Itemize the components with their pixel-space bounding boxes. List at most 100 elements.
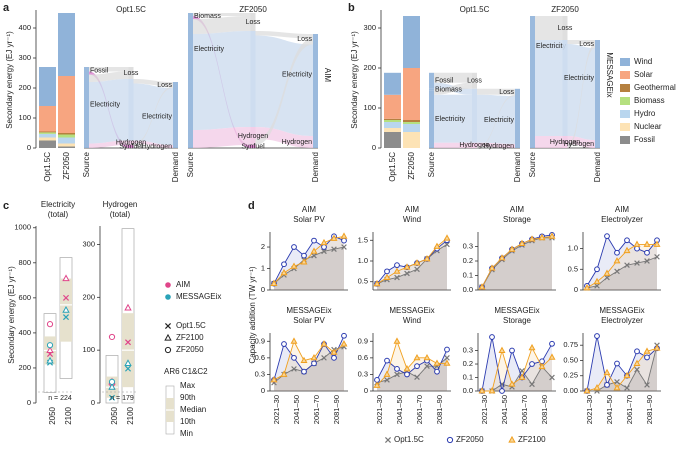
area <box>377 244 447 290</box>
x-tick-label: 2081–90 <box>332 395 341 424</box>
data-point <box>321 248 327 255</box>
y-tick-label: 0.50 <box>563 355 578 364</box>
data-point <box>518 373 526 380</box>
data-point <box>644 354 650 361</box>
line <box>482 346 553 392</box>
data-point <box>394 262 400 269</box>
y-tick-label: 0.3 <box>255 369 265 378</box>
bar-segment <box>403 124 420 132</box>
data-point <box>384 357 390 364</box>
data-point <box>270 279 278 286</box>
sankey-node <box>595 140 600 148</box>
y-tick-label: 0 <box>261 386 265 395</box>
sankey-node <box>313 136 318 148</box>
data-point <box>444 346 450 353</box>
sankey-link <box>255 35 313 136</box>
chart-title: Wind <box>403 316 421 325</box>
node-label: Loss <box>558 25 573 32</box>
sankey-node <box>188 13 193 19</box>
data-point <box>321 355 327 361</box>
bar-segment <box>58 13 75 76</box>
sankey-node <box>250 31 256 127</box>
sankey-node <box>173 82 178 88</box>
data-point <box>509 347 515 354</box>
sankey-node <box>472 88 477 143</box>
data-point <box>548 353 556 360</box>
y-tick-label: 0.3 <box>358 369 368 378</box>
chart-title: Electrolyzer <box>601 316 643 325</box>
data-point <box>443 359 451 366</box>
data-point <box>653 240 661 247</box>
data-point <box>62 314 70 321</box>
data-point <box>508 245 516 252</box>
data-point <box>613 257 621 264</box>
data-point <box>290 337 298 344</box>
data-point <box>124 303 132 311</box>
data-point <box>489 334 495 340</box>
bar-segment <box>384 118 401 120</box>
sankey-node <box>429 88 434 91</box>
legend-label: Opt1.5C <box>176 321 206 330</box>
data-point <box>330 348 338 355</box>
sankey-link <box>434 82 472 91</box>
data-point <box>603 269 611 276</box>
data-point <box>653 344 661 351</box>
area <box>587 244 657 290</box>
node-label: Electricity <box>435 116 465 123</box>
data-point <box>321 244 327 250</box>
legend-label: AIM <box>176 280 191 289</box>
data-point <box>108 378 116 385</box>
model-title: AIM <box>615 205 630 214</box>
data-point <box>414 363 420 370</box>
area <box>482 234 552 290</box>
data-point <box>528 235 536 242</box>
data-point <box>310 247 318 254</box>
data-point <box>340 340 348 347</box>
node-label: Electricity <box>90 101 120 108</box>
panel-label: a <box>3 2 10 14</box>
legend-marker <box>165 282 171 288</box>
y-tick-label: 0 <box>27 143 31 152</box>
area <box>274 346 344 391</box>
bar-segment <box>403 120 420 122</box>
node-label: Loss <box>467 78 482 85</box>
sankey-link <box>193 16 251 34</box>
sankey-link <box>477 142 515 148</box>
chart-subtitle: (total) <box>48 210 69 219</box>
legend-swatch <box>620 123 630 131</box>
y-tick-label: 1000 <box>14 223 31 232</box>
data-point <box>594 266 600 273</box>
data-point <box>604 274 610 281</box>
node-label: Synfuel <box>241 143 265 150</box>
chart-title: Electrolyzer <box>601 215 643 224</box>
y-tick-label: 0.9 <box>358 336 368 345</box>
data-point <box>444 241 450 248</box>
chart-title: Storage <box>503 215 532 224</box>
legend-label: Opt1.5C <box>394 435 424 444</box>
data-point <box>108 382 116 390</box>
bar-segment <box>403 122 420 124</box>
node-label: Electricity <box>484 117 514 124</box>
model-title: AIM <box>405 205 420 214</box>
legend-label: 90th <box>180 393 196 402</box>
node-label: Hydrogen <box>564 141 594 148</box>
x-tick-label: Opt1.5C <box>43 152 52 182</box>
line <box>376 339 447 386</box>
data-point <box>301 368 307 375</box>
node-label: Synfuel <box>119 143 143 150</box>
node-label: Hydrogen <box>116 140 146 147</box>
sankey-link <box>477 88 515 95</box>
x-tick-label: 2061–70 <box>415 395 424 424</box>
sankey-node <box>128 67 134 79</box>
data-point <box>62 294 70 301</box>
sankey-link <box>255 38 313 145</box>
legend-label: Median <box>180 405 206 414</box>
x-tick-label: 2061–70 <box>312 395 321 424</box>
y-tick-label: 2 <box>261 242 265 251</box>
y-axis-label: Secondary energy (EJ yr⁻¹) <box>5 31 14 129</box>
sankey-link <box>133 140 173 148</box>
y-tick-label: 0 <box>27 398 31 407</box>
bar-segment <box>39 140 56 148</box>
bar-segment <box>403 132 420 148</box>
